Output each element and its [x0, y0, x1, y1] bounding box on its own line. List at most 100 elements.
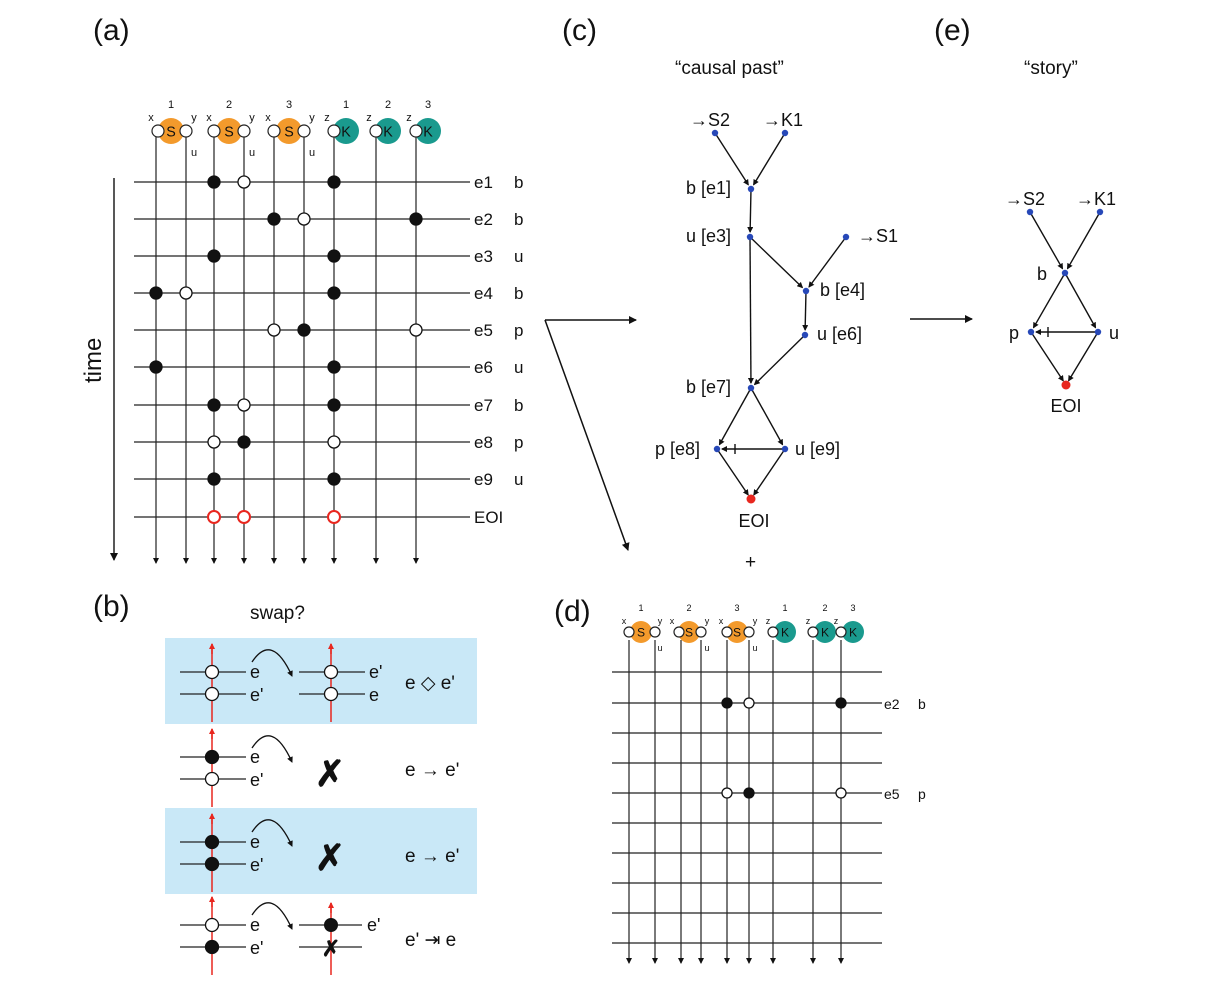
filled-dot: [237, 435, 251, 449]
site-label: x: [719, 616, 724, 626]
event-rule: b: [514, 396, 523, 415]
agent-index: 2: [822, 603, 827, 613]
relation-label: e → e': [405, 760, 459, 781]
causal-edge: [802, 292, 809, 332]
filled-dot: [743, 787, 755, 799]
filled-dot: [204, 856, 220, 872]
site-label: y: [191, 112, 197, 124]
site-label: z: [806, 616, 811, 626]
site-label: z: [366, 112, 372, 124]
relation-label: e → e': [405, 846, 459, 867]
event-id: e5: [884, 786, 900, 802]
agent-letter: S: [224, 124, 234, 140]
node-label: →S1: [858, 226, 898, 246]
agent-s: [678, 621, 700, 643]
agent-index: 1: [638, 603, 643, 613]
site-circle: [807, 626, 819, 638]
filled-dot: [149, 286, 163, 300]
filled-dot: [204, 749, 220, 765]
event-label: e': [250, 685, 263, 705]
transition-arrows: [544, 315, 973, 551]
agent-index: 2: [385, 99, 391, 111]
site-circle: [297, 124, 311, 138]
causal-edge: [808, 238, 846, 288]
open-dot: [204, 664, 220, 680]
swap-highlight-box: [165, 808, 477, 894]
open-dot: [204, 686, 220, 702]
causal-edge: [753, 450, 785, 496]
node-label: u [e9]: [795, 439, 840, 459]
event-rule: u: [514, 247, 523, 266]
site-label: z: [766, 616, 771, 626]
event-label: e': [250, 770, 263, 790]
agent-letter: S: [637, 626, 645, 640]
event-label: e': [369, 662, 382, 682]
agent-s: [216, 118, 242, 144]
open-dot: [237, 175, 251, 189]
panel-b-swaps: e e' e' e e ◇ e' e e' ✗ e → e' e e' ✗ e → e' e e' ✗ e' e'…: [165, 638, 477, 975]
agent-s: [276, 118, 302, 144]
site-circle: [369, 124, 383, 138]
open-dot: [204, 917, 220, 933]
open-dot: [323, 664, 339, 680]
agent-k: [842, 621, 864, 643]
open-dot: [409, 323, 423, 337]
open-dot: [179, 286, 193, 300]
event-node: [747, 185, 755, 193]
agent-k: [333, 118, 359, 144]
panel-label-a: (a): [93, 14, 130, 47]
site-circle: [695, 626, 707, 638]
filled-dot: [267, 212, 281, 226]
filled-dot: [207, 472, 221, 486]
causal-edge: [1065, 274, 1097, 329]
site-label: y: [658, 616, 663, 626]
panel-label-b: (b): [93, 590, 130, 623]
agent-k: [375, 118, 401, 144]
event-id: e6: [474, 358, 493, 377]
agent-s: [630, 621, 652, 643]
arrow-to-compressed-trace: [544, 319, 630, 551]
filled-dot: [327, 175, 341, 189]
site-label: x: [265, 112, 271, 124]
causal-edge: [1031, 333, 1064, 382]
site-label: z: [406, 112, 412, 124]
agent-s: [726, 621, 748, 643]
open-dot: [323, 686, 339, 702]
causal-edge: [747, 238, 754, 385]
agent-index: 1: [343, 99, 349, 111]
site-circle: [721, 626, 733, 638]
agent-letter: K: [821, 626, 829, 640]
node-label: u: [1109, 323, 1119, 343]
node-label: b: [1037, 264, 1047, 284]
filled-dot: [207, 175, 221, 189]
filled-dot: [327, 472, 341, 486]
event-node: [1027, 328, 1035, 336]
event-label: e: [250, 747, 260, 767]
event-node: [801, 331, 809, 339]
site-label: y: [705, 616, 710, 626]
open-dot: [743, 697, 755, 709]
site-label: u: [752, 643, 757, 653]
filled-dot: [327, 360, 341, 374]
event-rule: p: [514, 433, 523, 452]
site-circle: [409, 124, 423, 138]
node-label: b [e4]: [820, 280, 865, 300]
filled-dot: [327, 398, 341, 412]
eoi-dot: [327, 510, 341, 524]
node-label: u [e6]: [817, 324, 862, 344]
story-heading: “story”: [1024, 58, 1078, 79]
swap-curve-arrow: [251, 902, 293, 930]
node-label: →K1: [1076, 189, 1116, 209]
relation-label: e' ⇥ e: [405, 930, 456, 951]
filled-dot: [721, 697, 733, 709]
filled-dot: [207, 398, 221, 412]
agent-letter: S: [733, 626, 741, 640]
node-label: EOI: [1050, 396, 1081, 416]
agent-index: 3: [850, 603, 855, 613]
eoi-node: [1061, 380, 1071, 390]
event-label: e': [250, 855, 263, 875]
open-dot: [721, 787, 733, 799]
node-label: b [e1]: [686, 178, 731, 198]
